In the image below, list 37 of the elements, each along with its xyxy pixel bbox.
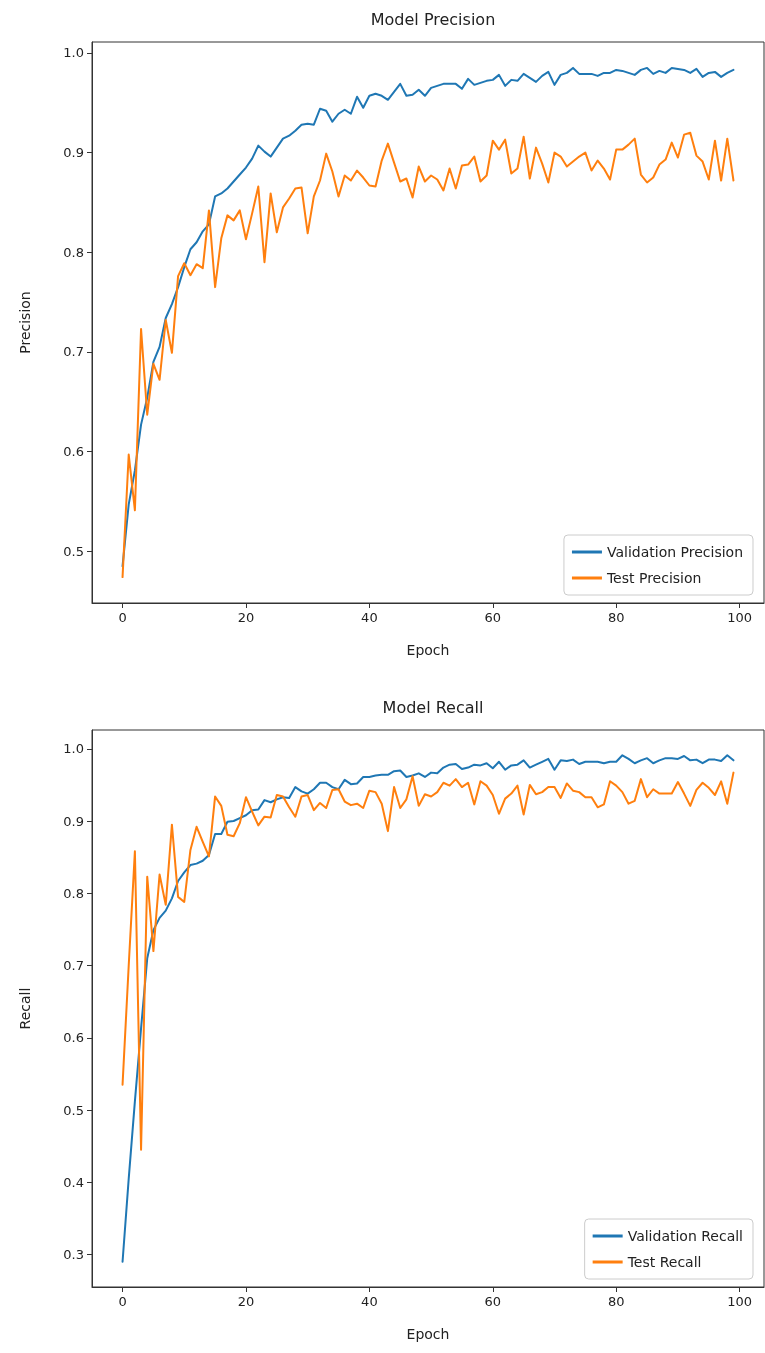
x-tick-label: 100	[727, 610, 753, 625]
y-tick-label: 0.9	[63, 813, 84, 829]
y-axis-title: Precision	[17, 291, 33, 354]
chart-title: Model Recall	[382, 697, 484, 717]
x-tick-label: 80	[607, 1294, 625, 1309]
legend-label: Test Precision	[605, 570, 702, 586]
x-axis-title: Epoch	[406, 642, 450, 658]
x-tick-label: 60	[484, 610, 502, 625]
y-tick-label: 0.6	[63, 1030, 84, 1046]
chart-title: Model Precision	[370, 9, 496, 29]
y-tick-label: 0.7	[63, 344, 84, 360]
x-tick-label: 20	[237, 610, 255, 625]
legend-label: Validation Recall	[627, 1228, 744, 1244]
x-tick-label: 40	[361, 1294, 378, 1309]
legend-label: Validation Precision	[606, 544, 744, 560]
y-tick-label: 0.9	[63, 145, 84, 161]
y-tick-label: 0.3	[63, 1246, 84, 1262]
x-tick-label: 0	[118, 1294, 127, 1309]
y-tick-label: 0.4	[63, 1174, 84, 1190]
y-tick-label: 0.5	[63, 543, 84, 559]
x-tick-label: 100	[727, 1294, 753, 1309]
x-tick-label: 80	[607, 610, 625, 625]
y-tick-label: 0.8	[63, 244, 84, 260]
x-tick-label: 60	[484, 1294, 502, 1309]
y-tick-label: 0.8	[63, 885, 84, 901]
x-tick-label: 0	[118, 610, 127, 625]
y-tick-label: 0.6	[63, 444, 84, 460]
y-axis-title: Recall	[17, 987, 33, 1030]
x-tick-label: 20	[237, 1294, 255, 1309]
line-series	[121, 771, 735, 1151]
x-tick-label: 40	[361, 610, 378, 625]
legend-label: Test Recall	[626, 1254, 702, 1270]
y-tick-label: 1.0	[63, 45, 84, 61]
x-axis-title: Epoch	[406, 1326, 450, 1342]
y-tick-label: 0.7	[63, 958, 84, 974]
y-tick-label: 1.0	[63, 741, 84, 757]
y-tick-label: 0.5	[63, 1102, 84, 1118]
